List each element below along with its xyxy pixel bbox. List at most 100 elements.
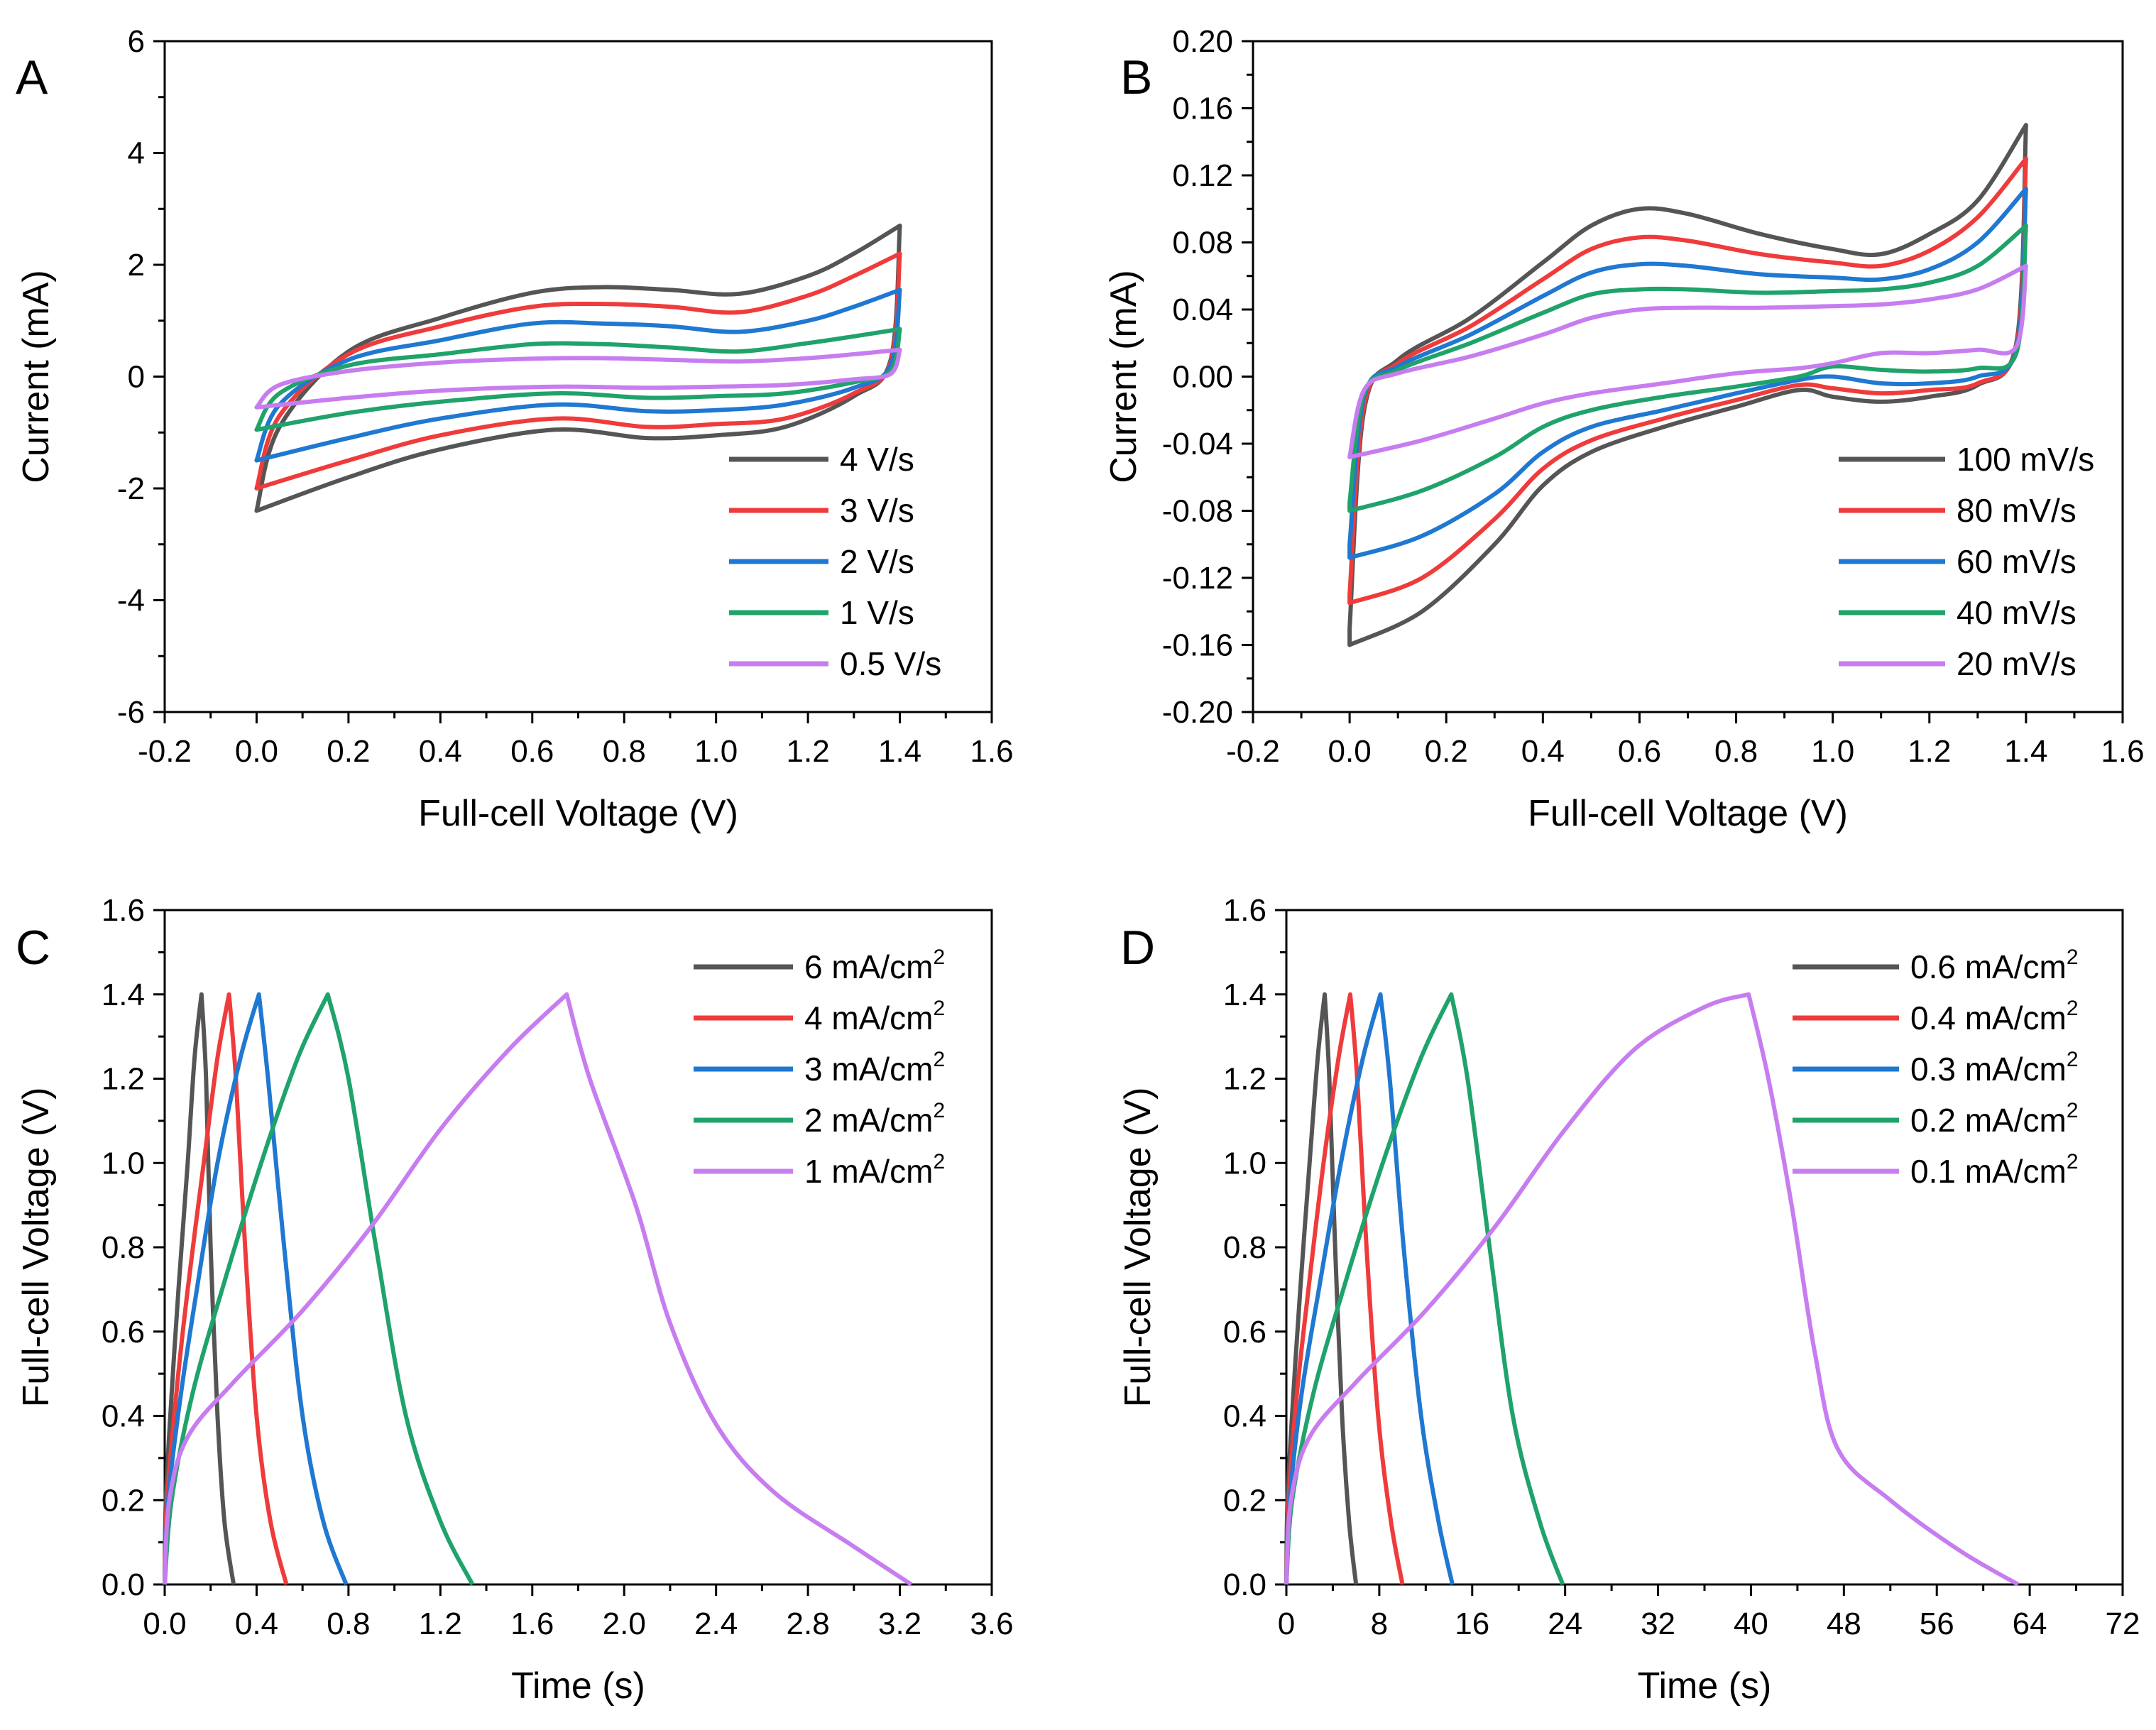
panel-b-series-4 <box>1347 223 2028 513</box>
panel-a-y-tick-label: 6 <box>128 24 145 59</box>
panel-a-y-tick-label: -2 <box>117 471 145 506</box>
panel-c-series-5 <box>163 992 913 1587</box>
panel-b-legend-label-1: 100 mV/s <box>1957 441 2094 478</box>
panel-c-x-tick-label: 3.6 <box>970 1606 1013 1641</box>
panel-b: B -0.2 0.0 0.2 0.4 0.6 0.8 1.0 1.2 1.4 1.6 -0.20 -0.… <box>1103 24 2145 834</box>
panel-a-y-tick-label: 2 <box>128 248 145 283</box>
panel-b-y-tick-label: 0.00 <box>1172 360 1233 395</box>
panel-d-x-tick-label: 8 <box>1371 1606 1388 1641</box>
panel-a-y-axis-title: Current (mA) <box>16 270 57 483</box>
panel-a-series-5 <box>254 347 902 410</box>
panel-b-legend-label-5: 20 mV/s <box>1957 645 2076 682</box>
panel-a-legend-label-3: 2 V/s <box>840 543 914 580</box>
panel-d-series-1 <box>1284 992 1359 1585</box>
panel-c-y-axis-title: Full-cell Voltage (V) <box>16 1088 57 1408</box>
panel-b-letter: B <box>1120 50 1152 104</box>
panel-c-x-tick-label: 0.8 <box>327 1606 370 1641</box>
panel-a-y-tick-label: 0 <box>128 360 145 395</box>
panel-d-y-tick-label: 1.2 <box>1223 1062 1266 1097</box>
panel-a-x-tick-label: 1.4 <box>878 734 921 769</box>
panel-a-x-tick-label: 0.0 <box>235 734 278 769</box>
panel-a-series-4 <box>254 327 902 432</box>
panel-c-x-tick-label: 1.2 <box>419 1606 462 1641</box>
panel-d-x-tick-label: 16 <box>1455 1606 1489 1641</box>
panel-b-x-tick-label: 0.4 <box>1521 734 1565 769</box>
panel-c-x-axis-title: Time (s) <box>511 1665 645 1707</box>
panel-c-legend-label-2: 4 mA/cm2 <box>804 997 945 1036</box>
panel-b-x-tick-label: 0.2 <box>1425 734 1468 769</box>
panel-d-y-tick-label: 0.4 <box>1223 1399 1266 1434</box>
panel-b-x-tick-label: 1.6 <box>2101 734 2144 769</box>
panel-d-legend-sup-5: 2 <box>2067 1150 2079 1173</box>
panel-d-x-tick-label: 40 <box>1734 1606 1768 1641</box>
panel-b-y-tick-label: -0.12 <box>1162 561 1233 596</box>
panel-d-y-tick-label: 1.0 <box>1223 1146 1266 1181</box>
panel-b-series-3 <box>1347 186 2028 560</box>
panel-b-y-tick-label: 0.04 <box>1172 292 1233 327</box>
panel-c-legend-label-5: 1 mA/cm2 <box>804 1150 945 1190</box>
panel-a-x-tick-label: 1.0 <box>694 734 738 769</box>
panel-b-series-5 <box>1347 263 2028 459</box>
panel-a-x-tick-label: 0.6 <box>510 734 554 769</box>
panel-a-x-tick-label: 0.8 <box>603 734 646 769</box>
panel-b-y-tick-label: -0.20 <box>1162 695 1233 730</box>
panel-d-x-tick-label: 64 <box>2013 1606 2047 1641</box>
panel-c-series-2 <box>163 992 289 1585</box>
panel-d-series-2 <box>1284 992 1405 1585</box>
panel-c-y-tick-label: 0.8 <box>102 1230 145 1265</box>
panel-c-series-3 <box>163 992 349 1586</box>
panel-d-legend-sup-3: 2 <box>2067 1048 2079 1071</box>
panel-a-x-tick-label: 1.2 <box>787 734 830 769</box>
panel-a-x-tick-label: 0.4 <box>419 734 462 769</box>
panel-b-x-tick-label: -0.2 <box>1226 734 1280 769</box>
panel-c-x-tick-label: 0.4 <box>235 1606 278 1641</box>
panel-d-y-axis-title: Full-cell Voltage (V) <box>1117 1088 1159 1408</box>
panel-d-x-tick-label: 72 <box>2106 1606 2140 1641</box>
panel-a-y-tick-label: -4 <box>117 584 145 618</box>
panel-a-legend-label-2: 3 V/s <box>840 492 914 529</box>
panel-d-y-tick-label: 0.0 <box>1223 1567 1266 1602</box>
panel-b-y-tick-label: -0.16 <box>1162 628 1233 663</box>
panel-c-x-tick-label: 2.8 <box>787 1606 830 1641</box>
panel-d-legend-label-4: 0.2 mA/cm2 <box>1910 1099 2079 1139</box>
panel-d: D 0 8 16 24 32 40 48 56 64 72 0.0 0.2 0.4 0.6 0.8 1.0 1.2… <box>1117 893 2140 1707</box>
panel-c-y-tick-label: 1.6 <box>102 893 145 928</box>
panel-d-y-tick-label: 1.6 <box>1223 893 1266 928</box>
panel-a-legend-label-1: 4 V/s <box>840 441 914 478</box>
panel-c-legend-sup-3: 2 <box>933 1048 945 1071</box>
panel-c-series-1 <box>163 992 236 1585</box>
panel-c-y-tick-label: 1.0 <box>102 1146 145 1181</box>
panel-b-y-tick-label: -0.08 <box>1162 494 1233 529</box>
panel-b-x-tick-label: 1.4 <box>2004 734 2047 769</box>
panel-c-x-tick-label: 2.4 <box>694 1606 738 1641</box>
panel-c-legend-label-3: 3 mA/cm2 <box>804 1048 945 1088</box>
panel-a: A -0.2 0.0 0.2 0.4 0.6 0.8 1.0 1.2 1.4 1.6 -6 -4 -2 0 2… <box>16 24 1014 834</box>
panel-b-series-2 <box>1347 156 2028 606</box>
panel-c-x-tick-label: 3.2 <box>878 1606 921 1641</box>
panel-d-legend-sup-4: 2 <box>2067 1099 2079 1122</box>
panel-d-x-tick-label: 48 <box>1827 1606 1861 1641</box>
panel-b-x-tick-label: 0.0 <box>1328 734 1372 769</box>
panel-d-x-tick-label: 0 <box>1278 1606 1295 1641</box>
panel-d-y-tick-label: 1.4 <box>1223 978 1266 1012</box>
panel-c-letter: C <box>16 921 50 975</box>
panel-b-y-tick-label: 0.08 <box>1172 226 1233 261</box>
panel-d-y-tick-label: 0.8 <box>1223 1230 1266 1265</box>
panel-c-y-tick-label: 0.2 <box>102 1483 145 1518</box>
panel-c-y-tick-label: 1.2 <box>102 1062 145 1097</box>
panel-b-y-tick-label: 0.16 <box>1172 92 1233 126</box>
panel-c-series-4 <box>163 992 475 1586</box>
panel-c-legend-sup-2: 2 <box>933 997 945 1020</box>
panel-c-x-tick-label: 1.6 <box>510 1606 554 1641</box>
panel-b-y-tick-label: 0.12 <box>1172 158 1233 193</box>
panel-d-y-tick-label: 0.2 <box>1223 1483 1266 1518</box>
panel-c-legend-label-4: 2 mA/cm2 <box>804 1099 945 1139</box>
panel-a-y-tick-label: -6 <box>117 695 145 730</box>
panel-b-x-tick-label: 0.6 <box>1618 734 1661 769</box>
panel-a-series-2 <box>254 251 902 491</box>
panel-a-x-tick-label: 0.2 <box>327 734 370 769</box>
panel-c-x-tick-label: 2.0 <box>603 1606 646 1641</box>
panel-d-legend-sup-1: 2 <box>2067 946 2079 969</box>
panel-b-legend-label-3: 60 mV/s <box>1957 543 2076 580</box>
